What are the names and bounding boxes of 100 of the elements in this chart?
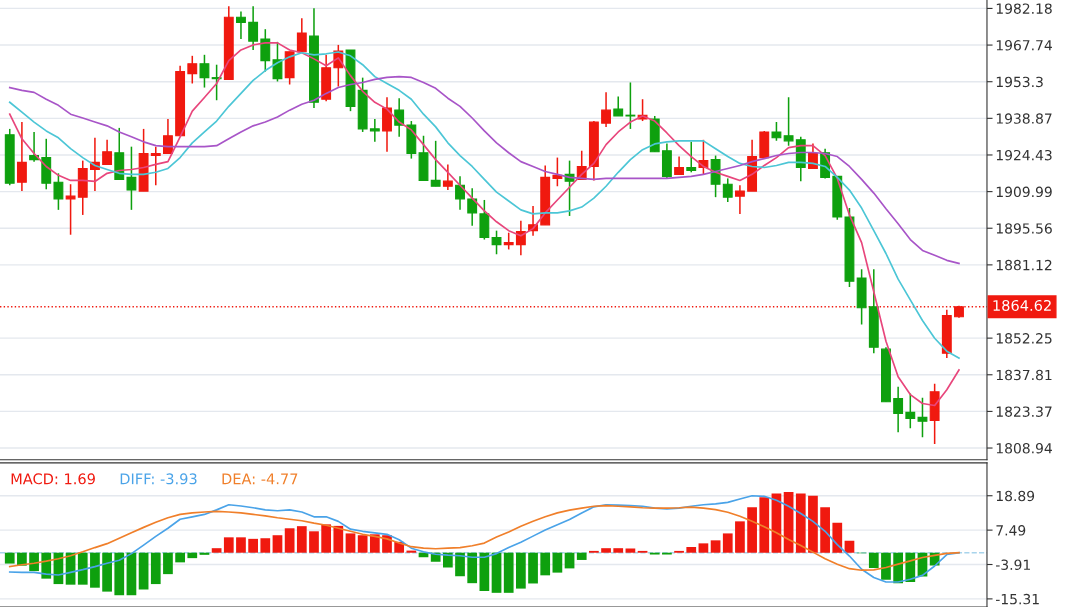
candlestick	[771, 121, 782, 142]
line-series	[8, 75, 960, 265]
bar	[102, 552, 112, 592]
candlestick	[187, 55, 198, 85]
bar	[77, 552, 88, 585]
y-tick-label: 1982.18	[996, 3, 1052, 14]
bar	[868, 552, 879, 569]
candlestick	[917, 396, 928, 438]
candlestick	[369, 118, 380, 143]
y-tick-label: 1938.87	[996, 113, 1052, 124]
bar	[296, 526, 307, 553]
bar	[236, 537, 246, 553]
candlestick	[491, 229, 502, 256]
ref-line-label: 1864.62	[993, 299, 1051, 311]
bar	[90, 552, 100, 588]
bar	[321, 524, 332, 553]
bar	[516, 552, 526, 589]
candlestick	[893, 385, 904, 433]
candlestick	[260, 28, 271, 73]
y-tick-label: 1837.81	[996, 369, 1052, 381]
bar	[601, 548, 611, 553]
candlestick	[734, 184, 745, 215]
y-tick-label: 1924.43	[996, 149, 1052, 161]
bar	[552, 552, 563, 573]
bar	[211, 548, 222, 553]
series-label: DEA: -4.77	[222, 473, 298, 485]
bar	[820, 507, 830, 553]
candlestick	[382, 96, 392, 153]
y-tick-label: 1895.56	[996, 223, 1052, 234]
bar	[710, 540, 721, 553]
bar	[345, 533, 356, 553]
bar	[284, 528, 295, 553]
candlestick	[16, 121, 27, 192]
bar	[832, 522, 843, 553]
bar	[503, 552, 514, 593]
bar	[722, 533, 733, 553]
candlestick	[199, 54, 210, 89]
bar	[747, 507, 757, 553]
bar	[698, 543, 709, 553]
bar	[808, 495, 818, 553]
text: DIFF: -3.93	[120, 473, 197, 485]
bar	[613, 548, 624, 553]
bar	[795, 493, 806, 553]
y-tick-label: 1953.3	[996, 76, 1043, 88]
bar	[272, 535, 283, 553]
text: MACD: 1.69	[11, 473, 95, 485]
bar	[881, 552, 891, 580]
candlestick	[296, 17, 307, 53]
y-tick-label: 1967.74	[996, 40, 1052, 51]
candlestick	[65, 183, 76, 236]
bar	[138, 552, 149, 590]
y-tick-label: -15.31	[995, 593, 1039, 605]
bar	[150, 552, 161, 585]
bar	[844, 540, 855, 553]
bar	[333, 525, 344, 553]
y-tick-label: 18.89	[996, 490, 1035, 502]
bar	[528, 552, 538, 584]
bar	[260, 538, 271, 553]
candlestick	[163, 118, 173, 155]
bar	[114, 552, 125, 596]
bar	[29, 552, 39, 572]
bar	[467, 552, 478, 584]
candlestick	[479, 199, 490, 241]
y-tick-label: -3.91	[995, 559, 1030, 570]
candlestick	[613, 95, 624, 117]
bar	[357, 535, 368, 553]
candlestick	[442, 163, 453, 191]
bar	[369, 534, 380, 553]
y-tick-label: 1808.94	[996, 443, 1052, 454]
bar	[163, 552, 173, 575]
candlestick	[686, 141, 697, 174]
candlestick	[625, 81, 636, 130]
bar	[540, 552, 551, 576]
candlestick	[455, 175, 465, 211]
bar	[759, 497, 770, 553]
candlestick	[236, 10, 246, 40]
candlestick	[248, 5, 259, 51]
candlestick	[430, 140, 441, 188]
y-tick-label: 1852.25	[996, 333, 1052, 344]
bar	[406, 550, 417, 553]
bar	[4, 552, 15, 564]
candlestick	[394, 97, 405, 138]
bar	[686, 546, 697, 553]
candlestick	[467, 187, 478, 227]
candlestick	[126, 145, 137, 211]
bar	[576, 552, 587, 560]
bar	[223, 537, 234, 553]
candlestick	[102, 139, 113, 166]
bar	[187, 552, 198, 559]
bar	[175, 552, 185, 563]
bar	[625, 548, 636, 553]
candlestick	[722, 177, 733, 203]
line-series	[8, 504, 960, 572]
bar	[309, 531, 319, 553]
bar	[479, 552, 490, 592]
candlestick	[783, 96, 794, 147]
candlestick	[150, 145, 161, 187]
candlestick	[601, 91, 611, 128]
y-tick-label: 1909.99	[996, 186, 1052, 198]
bar	[455, 552, 465, 577]
